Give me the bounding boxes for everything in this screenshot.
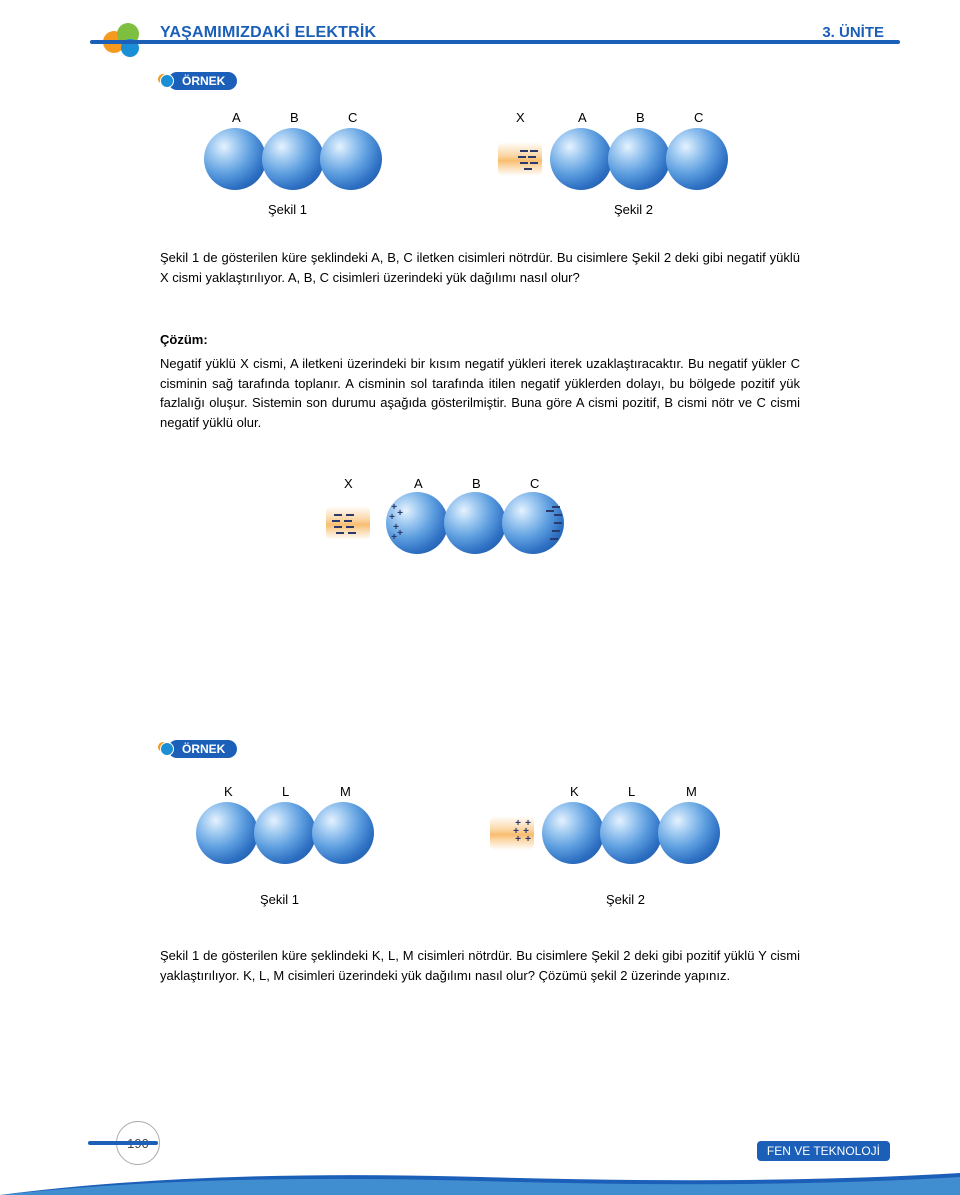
sphere <box>196 802 258 864</box>
label-c: C <box>694 110 703 125</box>
rod-x <box>498 142 542 176</box>
label-b: B <box>290 110 299 125</box>
sphere <box>666 128 728 190</box>
caption: Şekil 2 <box>606 892 645 907</box>
solution-heading: Çözüm: <box>160 330 800 350</box>
rod-y: ++ ++ ++ <box>490 816 534 850</box>
label-k: K <box>570 784 579 799</box>
sphere <box>608 128 670 190</box>
caption: Şekil 2 <box>614 202 653 217</box>
label-c: C <box>530 476 539 491</box>
label-l: L <box>282 784 289 799</box>
sphere <box>550 128 612 190</box>
figure-2: X A B C + + + + + + <box>290 476 690 576</box>
footer-decoration <box>0 1169 960 1195</box>
example-badge: ÖRNEK <box>160 740 237 761</box>
sphere <box>204 128 266 190</box>
label-m: M <box>340 784 351 799</box>
label-b: B <box>636 110 645 125</box>
sphere <box>262 128 324 190</box>
label-m: M <box>686 784 697 799</box>
footer-label: FEN VE TEKNOLOJİ <box>757 1141 890 1161</box>
problem-text: Şekil 1 de gösterilen küre şeklindeki A,… <box>160 248 800 287</box>
sphere <box>658 802 720 864</box>
rod-x <box>326 506 370 540</box>
label-a: A <box>414 476 423 491</box>
unit-label: 3. ÜNİTE <box>822 24 884 41</box>
caption: Şekil 1 <box>268 202 307 217</box>
label-x: X <box>516 110 525 125</box>
label-k: K <box>224 784 233 799</box>
sphere-b <box>444 492 506 554</box>
solution-text: Negatif yüklü X cismi, A iletkeni üzerin… <box>160 354 800 432</box>
sphere <box>320 128 382 190</box>
figure-1: A B C Şekil 1 X A B C Şekil 2 <box>160 110 800 230</box>
label-a: A <box>578 110 587 125</box>
caption: Şekil 1 <box>260 892 299 907</box>
page-title: YAŞAMIMIZDAKİ ELEKTRİK <box>160 24 376 42</box>
footer-accent <box>88 1141 158 1145</box>
label-l: L <box>628 784 635 799</box>
sphere <box>600 802 662 864</box>
label-c: C <box>348 110 357 125</box>
sphere-a: + + + + + + <box>386 492 448 554</box>
label-x: X <box>344 476 353 491</box>
sphere-c <box>502 492 564 554</box>
label-a: A <box>232 110 241 125</box>
example-badge: ÖRNEK <box>160 72 237 93</box>
example-label: ÖRNEK <box>168 740 237 758</box>
example-label: ÖRNEK <box>168 72 237 90</box>
sphere <box>542 802 604 864</box>
sphere <box>312 802 374 864</box>
problem-text: Şekil 1 de gösterilen küre şeklindeki K,… <box>160 946 800 985</box>
page: YAŞAMIMIZDAKİ ELEKTRİK 3. ÜNİTE ÖRNEK A … <box>0 0 960 1195</box>
figure-3: K L M Şekil 1 ++ ++ ++ K L M Şekil 2 <box>160 784 800 914</box>
sphere <box>254 802 316 864</box>
label-b: B <box>472 476 481 491</box>
